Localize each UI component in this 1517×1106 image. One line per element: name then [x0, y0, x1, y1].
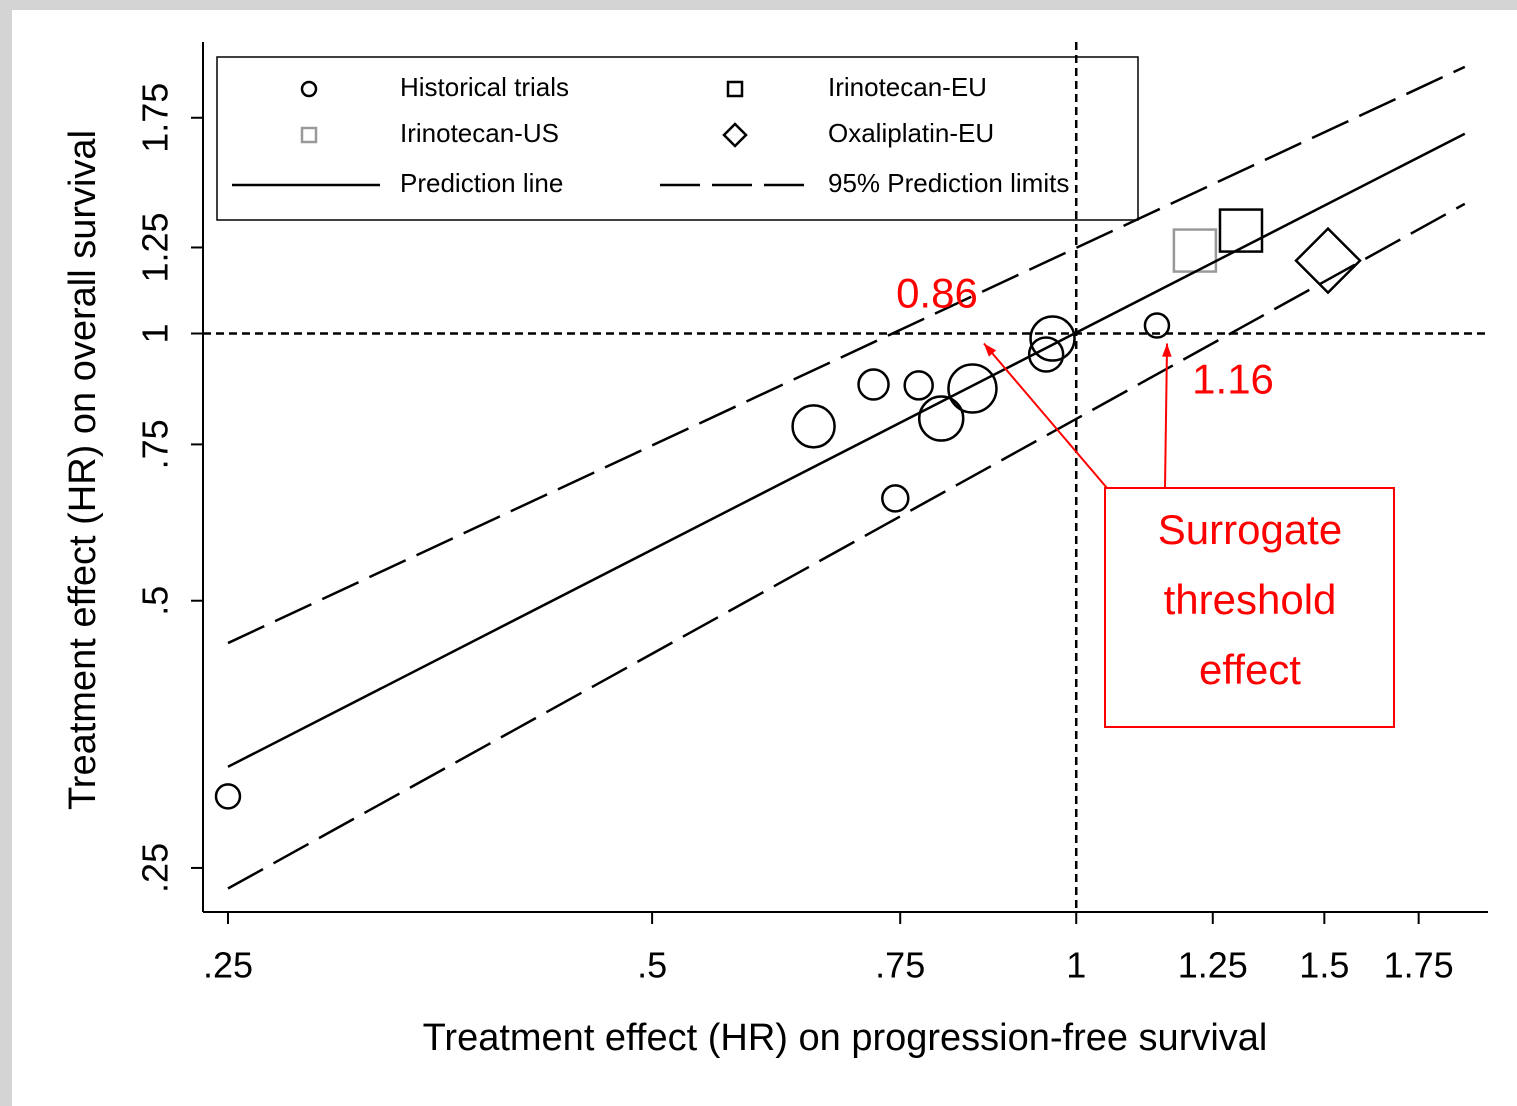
point [917, 395, 965, 442]
threshold-label: 1.16 [1192, 356, 1274, 403]
annotation-text: effect [1199, 646, 1301, 693]
point [881, 484, 910, 513]
y-tick-label: .75 [135, 419, 176, 469]
point [857, 368, 890, 401]
arrow-head [983, 343, 997, 357]
annotation-arrow [983, 342, 1108, 489]
legend-marker [300, 126, 318, 144]
legend-label: 95% Prediction limits [828, 168, 1069, 198]
legend-marker [722, 122, 748, 148]
x-tick-label: 1.75 [1384, 945, 1454, 986]
x-tick-label: 1.25 [1178, 945, 1248, 986]
y-tick-label: .5 [135, 586, 176, 616]
y-tick-label: .25 [135, 843, 176, 893]
point [214, 783, 242, 810]
legend-label: Historical trials [400, 72, 569, 102]
frame-top [0, 0, 1517, 10]
x-tick-label: 1.5 [1299, 945, 1349, 986]
point [1029, 315, 1076, 362]
point [1143, 312, 1171, 339]
legend-label: Irinotecan-EU [828, 72, 987, 102]
x-tick-label: 1 [1066, 945, 1086, 986]
legend-label: Irinotecan-US [400, 118, 559, 148]
point [791, 404, 836, 449]
y-axis-label: Treatment effect (HR) on overall surviva… [62, 130, 104, 810]
point [1218, 208, 1264, 253]
legend-label: Oxaliplatin-EU [828, 118, 994, 148]
point [1027, 336, 1065, 373]
annotation-arrow [1164, 343, 1169, 489]
annotation-text: Surrogate [1158, 506, 1342, 553]
y-tick-label: 1 [135, 323, 176, 343]
x-axis-label: Treatment effect (HR) on progression-fre… [423, 1017, 1268, 1059]
legend-marker [300, 80, 318, 98]
legend-box [216, 56, 1139, 221]
legend-label: Prediction line [400, 168, 563, 198]
x-tick-label: .75 [875, 945, 925, 986]
x-tick-label: .5 [637, 945, 667, 986]
point [903, 370, 934, 401]
y-tick-label: 1.25 [135, 212, 176, 282]
annotation-text: threshold [1164, 576, 1337, 623]
legend-marker [726, 80, 744, 98]
point [947, 363, 998, 414]
annotation-box [1104, 487, 1395, 728]
point [1294, 226, 1362, 295]
frame-left [0, 0, 12, 1106]
y-tick-label: 1.75 [135, 83, 176, 153]
series-line [227, 65, 1466, 890]
arrow-head [1162, 343, 1172, 357]
series-line [227, 132, 1466, 768]
x-tick-label: .25 [203, 945, 253, 986]
threshold-label: 0.86 [896, 270, 978, 317]
